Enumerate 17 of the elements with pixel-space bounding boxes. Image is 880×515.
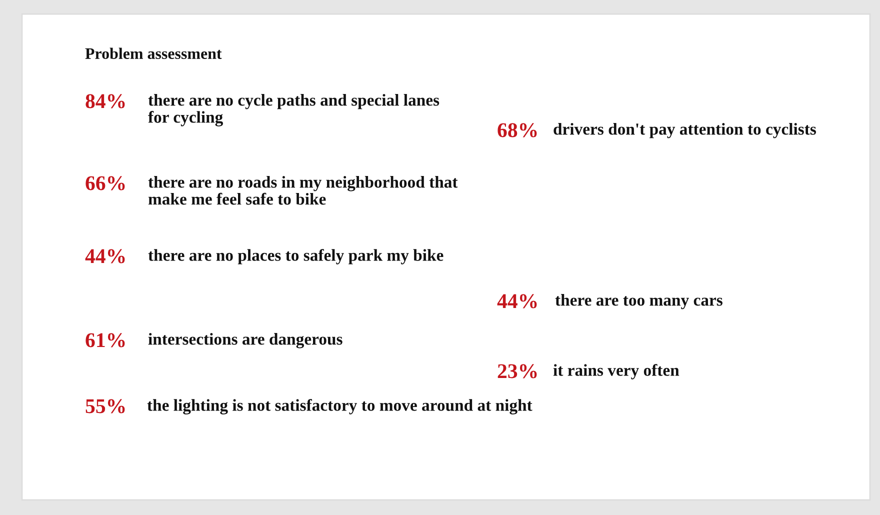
category-label: intersections are dangerous [148,333,342,348]
category-label: it rains very often [553,364,680,380]
data-label: 84% [86,94,125,108]
data-label: 44% [497,294,537,308]
category-label: there are no cycle paths and special lanes for cycling [148,94,440,126]
category-label: there are no roads in my neighborhood that make me feel safe to bike [148,176,458,205]
category-label: there are no places to safely park my bike [148,249,444,264]
data-label: 23% [498,364,537,378]
data-label: 55% [86,399,125,414]
category-label: there are too many cars [555,294,722,310]
data-label: 61% [86,333,125,348]
category-label: the lighting is not satisfactory to move around at night [147,399,532,414]
category-label: drivers don't pay attention to cyclists [554,123,816,138]
text: Problem assessment [85,48,222,59]
data-label: 44% [85,249,125,264]
data-label: 68% [498,123,537,138]
data-label: 66% [86,176,125,190]
